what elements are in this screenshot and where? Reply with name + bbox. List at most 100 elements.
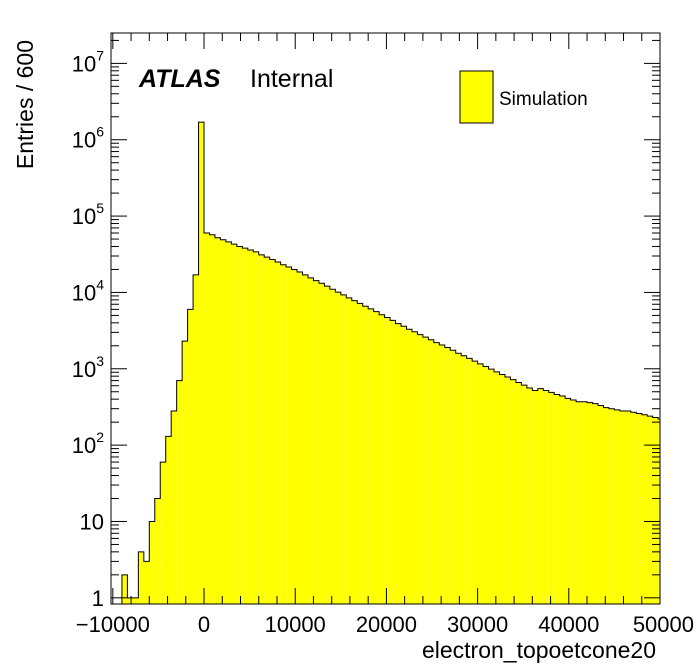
histogram-bar: [433, 342, 440, 604]
histogram-bar: [171, 410, 177, 604]
x-axis-title: electron_topoetcone20: [422, 637, 656, 663]
histogram-bar: [417, 334, 423, 604]
histogram-bar: [543, 390, 549, 604]
y-tick-base: 1: [92, 586, 104, 611]
histogram-bar: [597, 405, 604, 604]
x-tick-label: −10000: [76, 612, 150, 637]
histogram-bar: [592, 403, 598, 604]
histogram-bar: [154, 498, 161, 604]
histogram-bar: [521, 385, 527, 604]
histogram-bar: [559, 395, 566, 604]
histogram-bar: [450, 350, 456, 604]
histogram-bar: [499, 374, 505, 604]
x-tick-label: 50000: [633, 612, 694, 637]
histogram-bar: [406, 329, 412, 604]
histogram-bar: [242, 248, 248, 605]
y-tick-exponent: 5: [96, 200, 104, 216]
histogram-bar: [329, 289, 336, 604]
histogram-bar: [176, 380, 183, 604]
histogram-bar: [630, 412, 637, 604]
histogram-bar: [302, 274, 308, 604]
histogram-bar: [565, 398, 571, 604]
histogram-bar: [280, 264, 287, 604]
y-tick-base: 10: [80, 509, 104, 534]
histogram-bar: [532, 390, 538, 604]
histogram-bar: [652, 417, 659, 604]
histogram-bar: [258, 254, 265, 604]
histogram-bar: [422, 337, 429, 604]
histogram-bar: [286, 267, 292, 604]
histogram-bar: [340, 294, 347, 604]
histogram-bar: [554, 394, 560, 604]
histogram-bar: [608, 408, 615, 604]
y-tick-exponent: 4: [96, 276, 104, 292]
histogram-bar: [488, 369, 495, 604]
histogram-bar: [264, 257, 270, 604]
y-tick-base: 10: [72, 128, 96, 153]
legend-label-simulation: Simulation: [499, 89, 588, 110]
legend: Simulation: [459, 70, 588, 124]
x-tick-labels: −10000 0 10000 20000 30000 40000 50000: [76, 612, 694, 637]
histogram-bar: [275, 262, 281, 604]
x-tick-label: 40000: [538, 612, 599, 637]
histogram-bar: [143, 561, 150, 604]
histogram-bar: [165, 436, 172, 604]
plot-frame: [110, 32, 661, 605]
y-tick-base: 10: [72, 280, 96, 305]
histogram-bar: [570, 399, 577, 604]
histogram-bar: [269, 259, 276, 604]
histogram-bar: [214, 237, 221, 604]
x-tick-label: 30000: [447, 612, 508, 637]
histogram-bar: [466, 358, 473, 604]
histogram-bar: [198, 122, 205, 605]
histogram-bar: [362, 306, 369, 604]
histogram-bar: [472, 361, 478, 604]
histogram-bar: [357, 303, 363, 604]
histogram-bar: [439, 344, 445, 604]
histogram-bar: [121, 574, 128, 604]
histogram-bar: [209, 234, 215, 604]
y-tick-base: 10: [72, 433, 96, 458]
histogram-bar: [204, 233, 210, 605]
histogram-bar: [401, 326, 407, 604]
histogram-bar: [138, 551, 144, 604]
histogram-bar: [187, 309, 194, 604]
atlas-label: ATLAS: [138, 65, 221, 93]
histogram-bar: [455, 353, 462, 604]
histogram-bar: [614, 409, 620, 604]
x-tick-label: 0: [198, 612, 210, 637]
histogram-bar: [603, 407, 609, 604]
histogram-bar: [373, 311, 380, 604]
x-tick-label: 20000: [356, 612, 417, 637]
histogram-bar: [504, 377, 511, 604]
histogram-bar: [379, 314, 385, 604]
histogram-bar: [494, 371, 500, 604]
y-tick-label: 107: [72, 47, 104, 76]
histogram-bar: [477, 363, 484, 604]
y-tick-label: 102: [72, 429, 104, 458]
y-tick-exponent: 6: [96, 124, 104, 140]
axis-ticks: [111, 33, 661, 604]
histogram-bar: [428, 339, 434, 604]
histogram-bar: [390, 320, 396, 604]
histogram-bar: [313, 280, 319, 604]
histogram-bar: [220, 239, 226, 604]
x-tick-label: 10000: [265, 612, 326, 637]
histogram-bar: [625, 410, 631, 604]
y-tick-exponent: 3: [96, 353, 104, 369]
histogram-bar: [297, 272, 303, 604]
histogram-bar: [619, 410, 626, 604]
y-tick-base: 10: [72, 204, 96, 229]
histogram-bar: [132, 597, 139, 604]
histogram-bar: [236, 246, 243, 604]
histogram-bar: [461, 355, 467, 604]
histogram-bar: [483, 366, 489, 604]
histogram-bar: [581, 401, 588, 604]
histogram-bar: [641, 414, 648, 604]
histogram-bar: [182, 341, 188, 604]
internal-label: Internal: [250, 65, 333, 93]
histogram-bar: [346, 297, 352, 604]
histogram-bar: [515, 382, 522, 604]
